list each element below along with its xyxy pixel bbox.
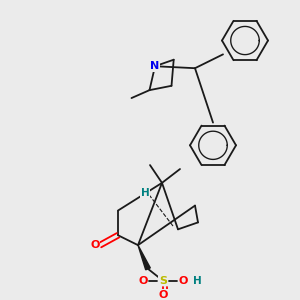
Text: H: H: [193, 276, 201, 286]
Text: O: O: [158, 290, 168, 300]
Text: H: H: [141, 188, 149, 198]
Text: O: O: [138, 276, 148, 286]
Text: N: N: [150, 61, 160, 71]
Text: S: S: [159, 276, 167, 286]
Text: O: O: [90, 240, 100, 250]
Text: O: O: [178, 276, 188, 286]
Polygon shape: [138, 245, 150, 270]
